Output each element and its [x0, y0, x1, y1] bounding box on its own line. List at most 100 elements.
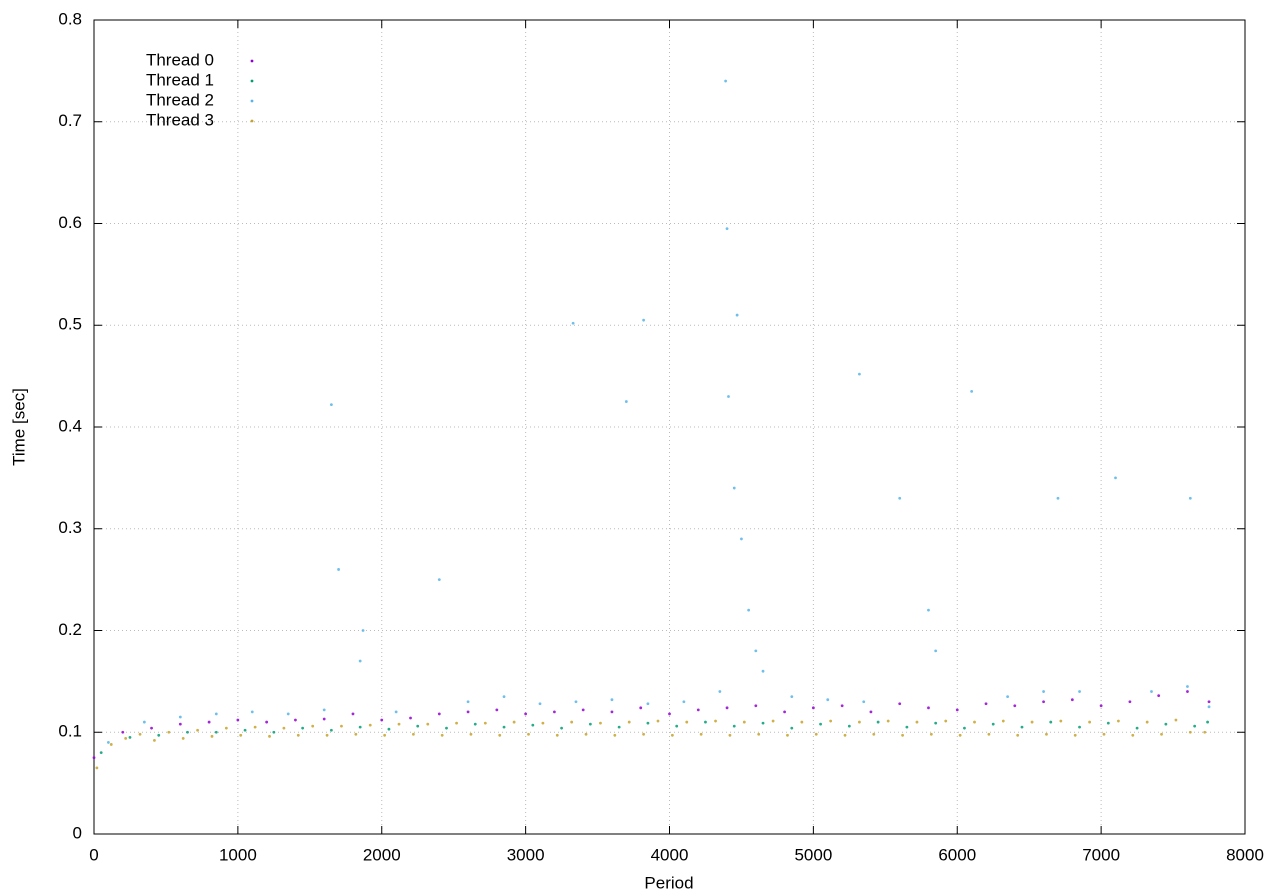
point [553, 710, 556, 714]
point [1174, 718, 1178, 722]
point [581, 708, 585, 712]
point [196, 728, 199, 732]
point [1073, 733, 1077, 737]
point [901, 733, 904, 737]
point [685, 720, 689, 724]
point [617, 725, 621, 729]
point [771, 719, 775, 723]
point [718, 690, 722, 693]
x-tick-label: 3000 [507, 845, 545, 864]
y-tick-label: 0.5 [58, 315, 82, 334]
point [383, 733, 387, 737]
point [412, 732, 415, 736]
point [656, 719, 660, 723]
y-tick-label: 0 [73, 823, 82, 842]
x-tick-label: 6000 [938, 845, 976, 864]
point [869, 710, 873, 714]
point [934, 721, 938, 725]
x-tick-label: 8000 [1226, 845, 1264, 864]
point [416, 724, 420, 728]
point [725, 227, 729, 230]
point [541, 721, 545, 725]
point [1157, 694, 1161, 698]
point [646, 702, 650, 706]
y-tick-label: 0.4 [58, 416, 82, 435]
point [624, 400, 628, 403]
point [970, 389, 974, 393]
point [555, 733, 559, 737]
point [527, 732, 530, 736]
y-axis-label: Time [sec] [9, 388, 28, 466]
point [627, 720, 631, 724]
point [724, 79, 728, 83]
point [696, 708, 700, 712]
point [735, 313, 739, 317]
point [473, 722, 477, 726]
point [1099, 704, 1103, 708]
point [944, 719, 948, 723]
point [524, 712, 528, 716]
point [934, 649, 938, 653]
point [613, 733, 617, 737]
point [1206, 720, 1209, 724]
point [571, 321, 575, 325]
point [1078, 690, 1081, 693]
point [610, 710, 614, 714]
point [929, 732, 933, 736]
point [512, 720, 516, 724]
point [699, 732, 703, 736]
point [1102, 732, 1106, 736]
point [455, 721, 458, 725]
point [826, 698, 830, 702]
point [265, 720, 269, 724]
x-tick-label: 7000 [1082, 845, 1120, 864]
point [742, 720, 746, 724]
point [239, 733, 243, 737]
point [1207, 700, 1211, 704]
point [124, 736, 128, 740]
point [574, 700, 578, 704]
x-axis-label: Period [644, 873, 693, 892]
y-tick-label: 0.7 [58, 111, 82, 130]
point [109, 743, 113, 746]
point [329, 728, 333, 732]
point [466, 700, 470, 704]
y-tick-label: 0.1 [58, 722, 82, 741]
point [361, 629, 365, 632]
point [829, 719, 833, 723]
point [876, 720, 880, 724]
point [819, 722, 822, 726]
point [322, 717, 326, 721]
point [397, 722, 401, 726]
point [783, 710, 786, 714]
point [599, 721, 602, 725]
x-tick-label: 5000 [794, 845, 832, 864]
point [121, 730, 125, 734]
point [732, 724, 736, 728]
point [329, 403, 333, 407]
point [466, 710, 470, 714]
point [1150, 690, 1153, 693]
point [963, 726, 966, 730]
point [915, 720, 919, 724]
point [1188, 496, 1192, 500]
point [1186, 690, 1189, 693]
point [1020, 725, 1024, 729]
point [973, 720, 976, 724]
point [714, 719, 717, 723]
legend-label: Thread 3 [146, 110, 214, 129]
point [1070, 698, 1074, 702]
point [757, 732, 761, 736]
x-tick-label: 2000 [363, 845, 401, 864]
point [927, 706, 930, 710]
point [927, 608, 930, 612]
point [138, 732, 142, 736]
point [560, 726, 563, 730]
legend-marker [250, 79, 254, 83]
point [1186, 685, 1189, 688]
point [358, 725, 362, 729]
point [1030, 720, 1034, 724]
point [790, 695, 794, 699]
x-tick-label: 1000 [219, 845, 257, 864]
